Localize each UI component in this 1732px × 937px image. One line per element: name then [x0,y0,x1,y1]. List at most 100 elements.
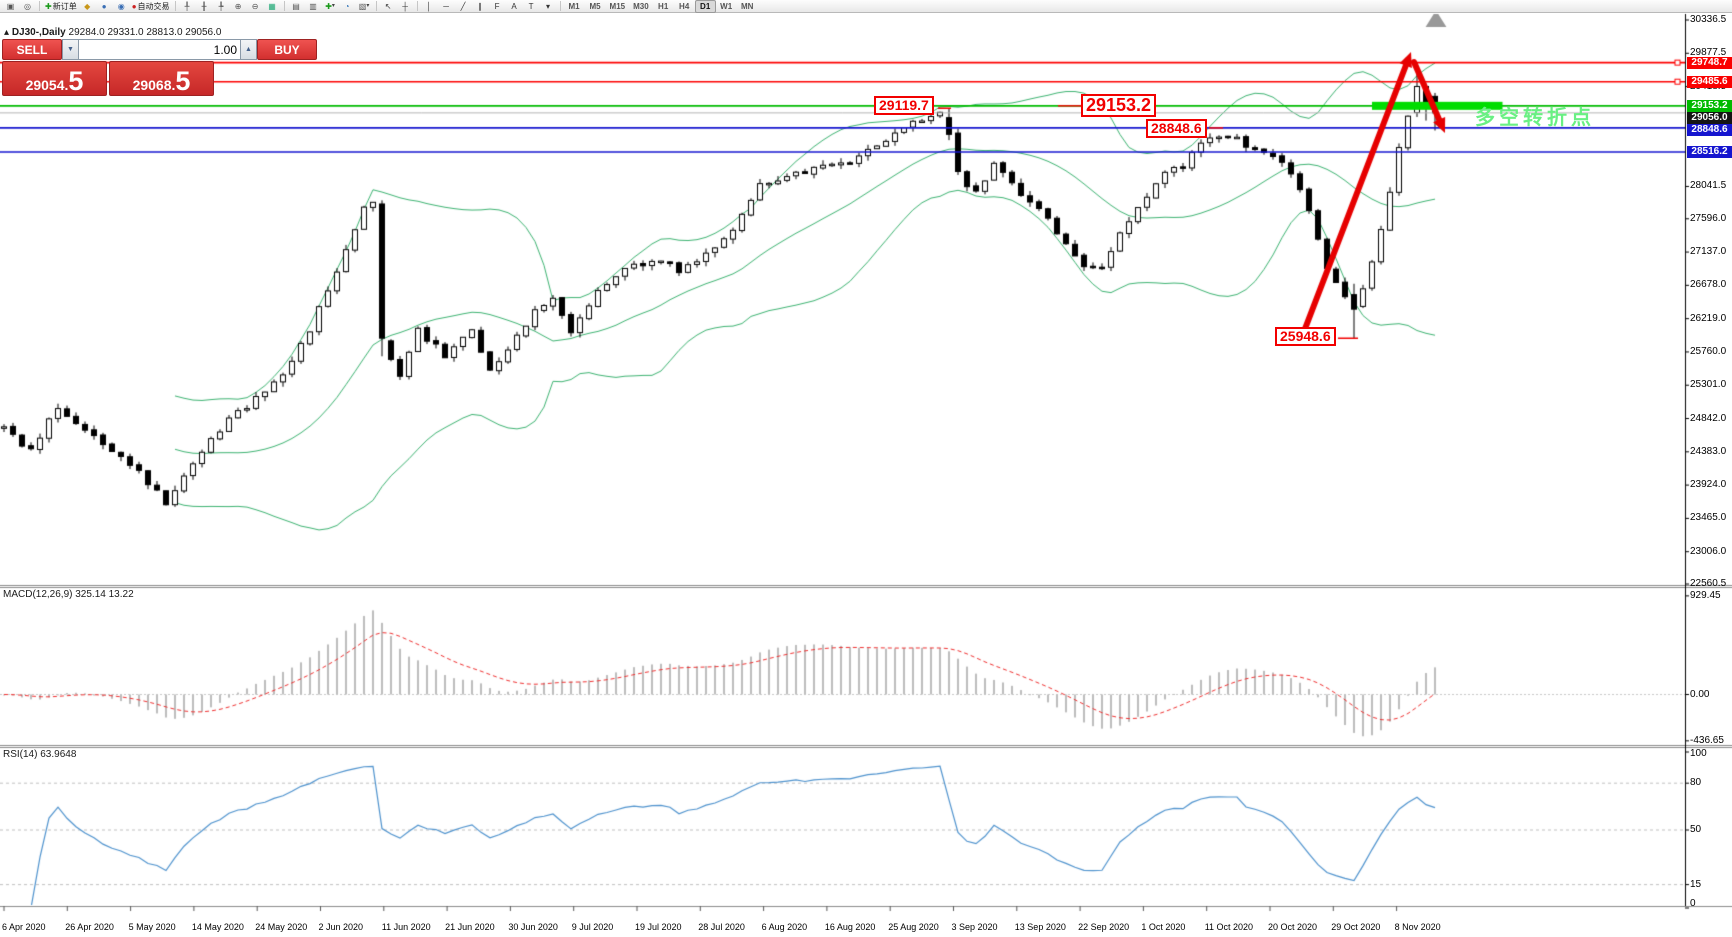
caret-down-icon: ▾ [331,2,335,9]
buy-price-main: 29068. [132,77,176,93]
vertical-line-icon[interactable]: │ [421,0,438,13]
new-order-button: ✚ [45,1,52,11]
chart-shift-icon[interactable]: ▤ [288,0,305,13]
fibonacci-icon[interactable]: F [489,0,506,13]
price-tick-label: 23465.0 [1690,512,1727,524]
timeframe-button-d1[interactable]: D1 [694,0,716,13]
candlestick-mode-icon[interactable]: ╂ [196,0,213,13]
buy-button[interactable]: BUY [257,39,317,60]
crosshair-icon[interactable]: ┼ [397,0,414,13]
rsi-scale-label: 0 [1690,898,1696,909]
toolbar-separator [174,1,176,11]
date-label: 14 May 2020 [191,922,244,932]
axis-price-badge: 28516.2 [1687,146,1732,159]
horizontal-line-icon[interactable]: ─ [438,0,455,13]
timeframe-button-m15[interactable]: M15 [609,1,626,11]
caret-down-icon: ▾ [366,2,370,9]
price-tick-label: 23924.0 [1690,479,1727,491]
auto-scroll-icon[interactable]: ▥ [305,0,322,13]
zoom-in-icon: ⊕ [234,1,242,11]
date-label: 8 Nov 2020 [1394,922,1441,932]
add-indicator-icon[interactable]: ✚ ▾ [322,0,339,13]
tile-windows-icon[interactable]: ▦ [264,0,281,13]
lot-decrease-button[interactable]: ▼ [62,39,79,60]
sell-button[interactable]: SELL [2,39,62,60]
new-order-button[interactable]: ✚ 新订单 [43,0,79,13]
price-tick-label: 30336.5 [1690,14,1727,25]
cursor-icon[interactable]: ↖ [380,0,397,13]
timeframe-button-m5[interactable]: M5 [589,1,601,11]
timeframe-button-w1[interactable]: W1 [720,1,733,11]
zoom-out-icon: ⊖ [251,1,259,11]
deposit-icon[interactable]: ◆ [79,0,96,13]
account-icon[interactable]: ● [96,0,113,13]
axis-price-badge: 29485.6 [1687,75,1732,88]
templates-icon[interactable]: ▧ ▾ [356,0,373,13]
rsi-scale-label: 50 [1690,824,1702,835]
timeframe-button-h1[interactable]: H1 [658,1,669,11]
fibonacci-icon: F [494,1,500,11]
macd-scale-label: 929.45 [1690,589,1721,601]
rsi-indicator-label: RSI(14) 63.9648 [3,749,77,760]
new-chart-icon[interactable]: ▣ [2,0,19,13]
periods-icon[interactable]: ◔ [339,0,356,13]
chart-title: ▴ DJ30-,Daily 29284.0 29331.0 28813.0 29… [4,27,221,38]
date-label: 24 May 2020 [255,922,308,932]
axis-price-badge: 29056.0 [1687,111,1732,124]
text-icon[interactable]: A [506,0,523,13]
annotation-price-label[interactable]: 29153.2 [1081,94,1157,117]
sell-price-display[interactable]: 29054. 5 [2,61,107,96]
autotrading-button[interactable]: ● 自动交易 [130,0,172,13]
toolbar-separator [416,1,418,11]
horizontal-line-icon: ─ [443,1,449,11]
zoom-out-icon[interactable]: ⊖ [247,0,264,13]
macd-indicator-label: MACD(12,26,9) 325.14 13.22 [3,589,134,600]
chart-shift-icon: ▤ [292,1,300,11]
annotation-price-label[interactable]: 28848.6 [1146,119,1207,138]
account-icon: ● [101,1,107,11]
price-tick-label: 27596.0 [1690,212,1727,224]
bar-chart-mode-icon[interactable]: ╀ [179,0,196,13]
timeframe-button-m1[interactable]: M1 [568,1,580,11]
cursor-icon: ↖ [384,1,392,11]
main-toolbar: ▣ ◎ ✚ 新订单 ◆ ● ◉ ● 自动交易 ╀ ╂ ╄ ⊕ ⊖ ▦ ▤ ▥ ✚ ▾ ◔ ▧ ▾ ↖ ┼ │ ─ ╱ ∥ F A T ▾ M1 M… [0,0,1732,13]
axis-price-badge: 29153.2 [1687,99,1732,112]
date-label: 25 Aug 2020 [888,922,939,932]
candlestick-mode-icon: ╂ [201,1,207,11]
lot-size-input[interactable] [79,39,240,60]
trendline-icon[interactable]: ╱ [455,0,472,13]
zoom-in-icon[interactable]: ⊕ [230,0,247,13]
axis-price-badge: 28848.6 [1687,123,1732,136]
annotation-price-label[interactable]: 29119.7 [874,96,934,115]
new-order-button-label: 新订单 [52,1,77,11]
toolbar-separator [375,1,377,11]
rsi-scale-label: 80 [1690,777,1702,789]
signals-icon[interactable]: ◉ [113,0,130,13]
date-label: 9 Jul 2020 [571,922,614,932]
timeframe-button-h4[interactable]: H4 [679,1,690,11]
date-label: 20 Oct 2020 [1268,922,1318,932]
text-label-icon[interactable]: T [523,0,540,13]
arrows-menu-icon[interactable]: ▾ [540,0,557,13]
line-chart-mode-icon[interactable]: ╄ [213,0,230,13]
text-icon: A [511,1,517,11]
autotrading-button-label: 自动交易 [137,1,170,11]
date-label: 2 Jun 2020 [318,922,364,932]
price-tick-label: 23006.0 [1690,545,1727,557]
collapse-arrow-icon[interactable]: ▴ [4,27,10,38]
rsi-scale-label: 15 [1690,878,1702,890]
profiles-icon: ◎ [24,1,31,11]
timeframe-button-mn[interactable]: MN [740,1,754,11]
timeframe-button-m30[interactable]: M30 [633,1,649,11]
equidistant-channel-icon[interactable]: ∥ [472,0,489,13]
annotation-price-label[interactable]: 25948.6 [1275,327,1336,346]
sell-price-main: 29054. [25,77,69,93]
date-label: 11 Oct 2020 [1204,922,1254,932]
pivot-annotation-text[interactable]: 多空转折点 [1475,107,1595,129]
profiles-icon[interactable]: ◎ [19,0,36,13]
lot-increase-button[interactable]: ▲ [240,39,257,60]
buy-price-display[interactable]: 29068. 5 [109,61,214,96]
arrows-menu-icon: ▾ [546,1,551,11]
add-indicator-icon: ✚ [325,1,332,11]
